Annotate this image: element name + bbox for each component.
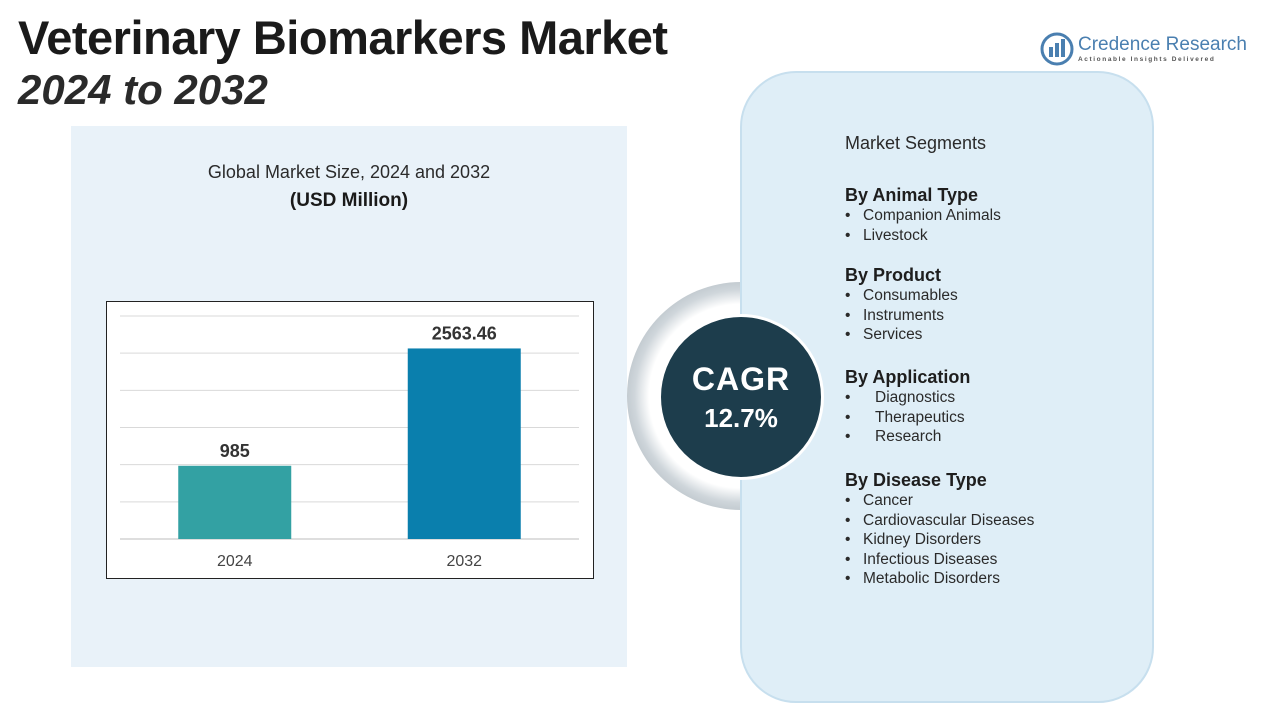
segment-item: • Diagnostics [845,389,956,406]
segment-item: • Instruments [845,306,944,324]
chart-title: Global Market Size, 2024 and 2032 [207,162,491,182]
cagr-badge: CAGR 12.7% [658,314,824,480]
segment-item: • Services [845,326,923,343]
segment-item: • Research [845,428,942,445]
logo-tagline: Actionable Insights Delivered [1078,56,1216,63]
chart-panel: Global Market Size, 2024 and 2032 (USD M… [71,126,627,667]
page-subtitle: 2024 to 2032 [18,66,268,113]
company-logo: Credence Research Actionable Insights De… [1040,32,1260,68]
bar-2024 [178,465,292,539]
x-tick-label: 2032 [446,553,482,570]
segment-item: • Therapeutics [845,408,965,426]
cagr-value: 12.7% [704,403,778,433]
bar-value-label: 2563.46 [432,323,497,343]
segment-item: • Cancer [845,492,913,509]
chart-unit-label: (USD Million) [289,190,409,211]
segment-item: • Livestock [845,226,928,244]
segment-group-animal-type: By Animal Type • Companion Animals • Lives… [845,184,1001,245]
segment-heading: By Application [845,367,971,387]
segment-group-disease-type: By Disease Type • Cancer • Cardiovascular … [845,469,1034,589]
segment-item: • Cardiovascular Diseases [845,511,1035,529]
segment-item: • Consumables [845,287,958,304]
page-title: Veterinary Biomarkers Market [18,11,668,64]
segment-group-application: By Application • Diagnostics • Therapeutic… [845,366,970,447]
segment-item: • Kidney Disorders [845,531,982,548]
x-tick-label: 2024 [217,553,253,570]
segment-item: • Infectious Diseases [845,550,998,568]
bar-value-label: 985 [220,441,250,461]
segment-group-product: By Product • Consumables • Instruments • Se… [845,264,958,345]
bar-chart: 985 2024 2563.46 2032 [106,301,594,579]
segment-heading: By Product [845,265,942,285]
cagr-label: CAGR [691,361,791,397]
bar-2032 [407,348,521,539]
bar-chart-svg: 985 2024 2563.46 2032 [120,315,579,570]
segments-title: Market Segments [845,133,987,153]
segment-heading: By Animal Type [845,185,979,205]
logo-name: Credence Research [1078,34,1247,55]
segment-item: • Metabolic Disorders [845,570,1000,587]
bar-chart-globe-icon [1040,32,1074,66]
segment-heading: By Disease Type [845,470,987,490]
segment-item: • Companion Animals [845,207,1001,224]
